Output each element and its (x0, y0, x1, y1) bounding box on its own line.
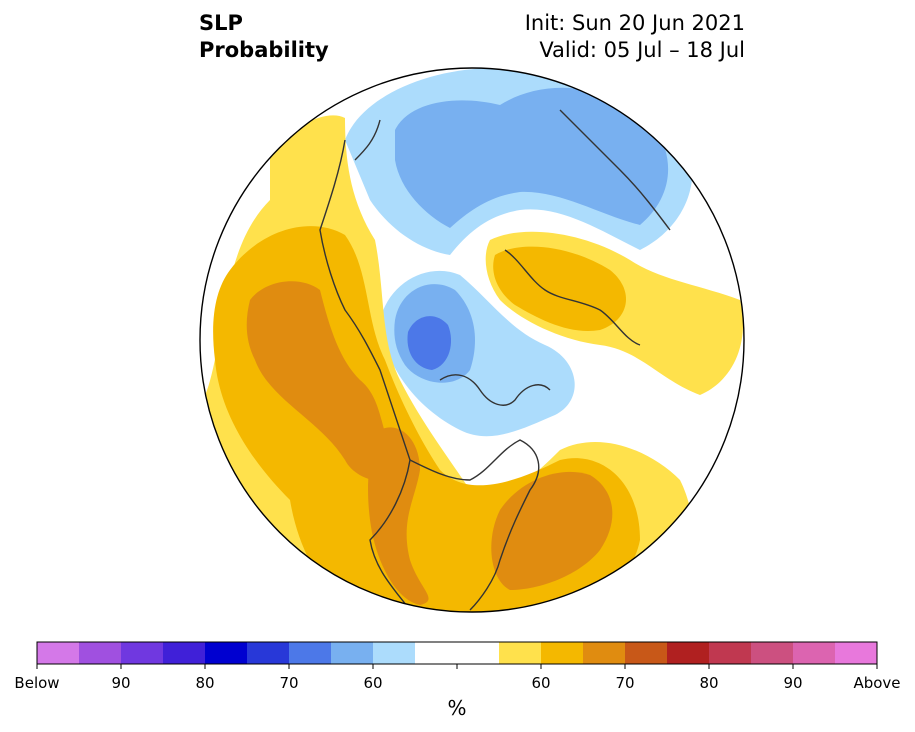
colorbar-cell (415, 642, 458, 664)
title-right: Init: Sun 20 Jun 2021 Valid: 05 Jul – 18… (525, 10, 745, 64)
above-region-atlantic-strong (491, 471, 613, 590)
colorbar-cells (37, 642, 878, 664)
above-region-us-strong (368, 427, 429, 605)
colorbar-cell (331, 642, 374, 664)
colorbar-cell (541, 642, 584, 664)
colorbar-cell (457, 642, 500, 664)
colorbar-cell (709, 642, 752, 664)
colorbar-cell (289, 642, 332, 664)
colorbar-label: 80 (699, 674, 719, 692)
colorbar-cell (625, 642, 668, 664)
colorbar-cell (835, 642, 878, 664)
colorbar-cell (79, 642, 122, 664)
colorbar-cell (583, 642, 626, 664)
below-region-arctic-mid (395, 87, 669, 228)
globe-border (199, 67, 745, 613)
colorbar-label: 90 (783, 674, 803, 692)
colorbar-cell (163, 642, 206, 664)
above-region-europe-mid (493, 246, 627, 331)
above-region-pacific-strong (246, 281, 400, 481)
colorbar-cell (247, 642, 290, 664)
colorbar-label: 60 (531, 674, 551, 692)
colorbar-label: Above (853, 674, 901, 692)
colorbar-label: 70 (615, 674, 635, 692)
colorbar-cell (205, 642, 248, 664)
colorbar-label: Below (14, 674, 60, 692)
colorbar-cell (793, 642, 836, 664)
title-left: SLP Probability (199, 10, 329, 64)
colorbar-label: 90 (111, 674, 131, 692)
colorbar-cell (667, 642, 710, 664)
below-region-central-strong (407, 316, 452, 370)
colorbar-label: 60 (363, 674, 383, 692)
valid-range: Valid: 05 Jul – 18 Jul (539, 38, 745, 62)
variable-title: SLP (199, 11, 243, 35)
init-date: Init: Sun 20 Jun 2021 (524, 11, 745, 35)
colorbar-ticks (36, 664, 878, 669)
colorbar-cell (499, 642, 542, 664)
colorbar-cell (121, 642, 164, 664)
product-title: Probability (199, 38, 329, 62)
colorbar-label: 80 (195, 674, 215, 692)
colorbar-cell (373, 642, 416, 664)
coastlines (319, 109, 671, 611)
colorbar-unit: % (447, 696, 467, 720)
polar-map (199, 67, 745, 613)
colorbar-label: 70 (279, 674, 299, 692)
colorbar-cell (751, 642, 794, 664)
colorbar (36, 641, 878, 669)
probability-fields (200, 68, 744, 612)
colorbar-cell (37, 642, 80, 664)
